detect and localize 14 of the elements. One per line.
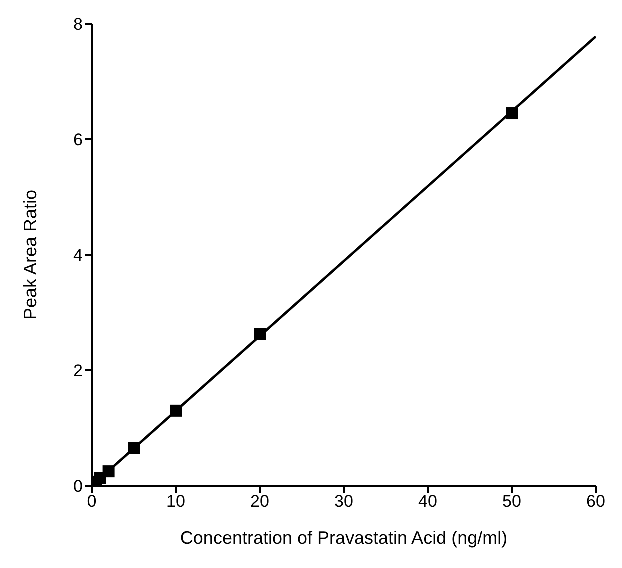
x-tick-label: 10: [166, 492, 186, 512]
x-axis-title: Concentration of Pravastatin Acid (ng/ml): [180, 528, 508, 548]
y-axis-title: Peak Area Ratio: [20, 190, 40, 320]
y-tick-label: 8: [74, 15, 83, 34]
x-tick-label: 60: [586, 492, 606, 512]
y-tick-label: 0: [74, 477, 83, 496]
x-tick-label: 0: [87, 492, 97, 512]
x-tick-label: 20: [250, 492, 270, 512]
x-tick-label: 40: [418, 492, 438, 512]
y-tick-label: 4: [74, 246, 83, 266]
y-tick-label: 6: [74, 130, 83, 150]
y-tick-label: 2: [74, 362, 83, 381]
x-tick-label: 50: [502, 492, 522, 512]
x-tick-label: 30: [334, 492, 354, 512]
